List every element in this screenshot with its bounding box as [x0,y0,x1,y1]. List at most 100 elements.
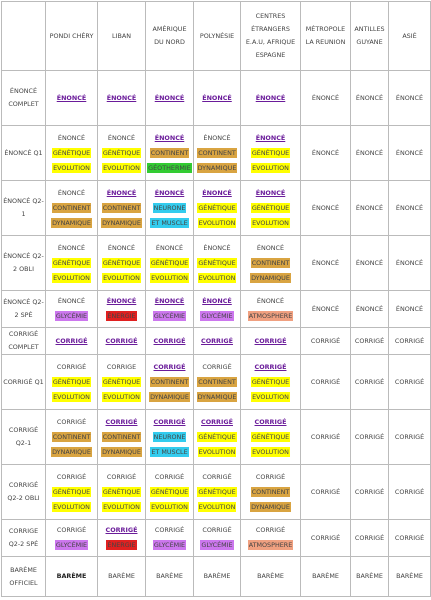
cell-line: EVOLUTION [47,500,96,515]
link[interactable]: CORRIGÉ [254,362,287,371]
table-cell: CORRIGÉ CONTINENT DYNAMIQUE [45,409,98,465]
link[interactable]: CORRIGÉ [105,336,138,345]
cell-line: CORRIGÉ [195,415,239,430]
link[interactable]: ÉNONCÉ [106,297,137,305]
table-cell: CORRIGÉ GÉNÉTIQUE EVOLUTION [193,464,241,520]
link[interactable]: CORRIGÉ [55,336,88,345]
table-cell: ÉNONCÉ [388,125,431,181]
column-header: MÉTROPOLE LA REUNION [300,1,351,71]
table-cell: CORRIGÉ [350,354,389,410]
cell-line: BARÈME [195,569,239,584]
table-cell: ÉNONCÉ [240,70,301,126]
cell-text: ÉNONCÉ [311,148,340,157]
cell-text: CORRIGÉ [354,487,385,496]
cell-line: DYNAMIQUE [147,390,192,405]
link[interactable]: CORRIGÉ [254,336,287,345]
cell-text: ÉNONCÉ [203,243,231,252]
cell-text: CORRIGÉ [106,472,137,481]
cell-text: CORRIGÉ [354,336,385,345]
link[interactable]: ÉNONCÉ [154,133,185,142]
cell-line: GÉNÉTIQUE [195,256,239,271]
link[interactable]: ÉNONCÉ [154,93,185,102]
cell-line: GÉOTHERMIE [147,161,192,176]
link[interactable]: ÉNONCÉ [106,93,137,102]
table-cell: CORRIGÉ [300,519,351,557]
link[interactable]: CORRIGÉ [254,417,287,426]
table-cell: CORRIGÉ GLYCÉMIE [145,519,194,557]
table-cell: CORRIGE GÉNÉTIQUE EVOLUTION [97,354,146,410]
table-cell: ÉNONCÉ GÉNÉTIQUE EVOLUTION [97,125,146,181]
cell-text: CORRIGÉ [310,533,341,542]
topic-tag: ÉNERGIE [106,540,137,550]
link[interactable]: ÉNONCÉ [202,297,232,305]
table-cell: ÉNONCÉ CONTINENT GÉOTHERMIE [145,125,194,181]
table-head: PONDI CHÉRY LIBAN AMÉRIQUE DU NORD POLYNÉSI… [1,1,431,71]
cell-line: DYNAMIQUE [99,216,144,231]
cell-text: CORRIGE [106,362,137,371]
cell-line: CORRIGÉ [47,360,96,375]
link[interactable]: ÉNONCÉ [255,133,286,142]
table-cell: ÉNONCÉ [300,180,351,236]
link[interactable]: ÉNONCÉ [202,93,232,102]
cell-line: GLYCÉMIE [47,538,96,553]
link[interactable]: ÉNONCÉ [202,188,232,197]
cell-line: CONTINENT [242,256,299,271]
topic-tag: EVOLUTION [197,272,237,283]
table-cell: CORRIGÉ ATMOSPHERE [240,519,301,557]
link[interactable]: CORRIGÉ [105,526,138,534]
row-header: BARÈME OFFICIEL [1,556,46,597]
link[interactable]: ÉNONCÉ [154,297,185,305]
table-cell: ÉNONCÉ GLYCÉMIE [145,290,194,328]
row-header: CORRIGÉ COMPLET [1,327,46,355]
topic-tag: EVOLUTION [52,391,91,402]
cell-text: CORRIGÉ [202,526,232,534]
table-row: CORRIGÉ Q2-1 CORRIGÉ CONTINENT DYNAMIQUE COR… [1,409,431,465]
topic-tag: DYNAMIQUE [101,217,142,228]
row-header: ÉNONCÉ Q2-2 OBLI [1,235,46,291]
cell-line: CORRIGÉ [352,485,387,500]
topic-tag: DYNAMIQUE [149,391,190,402]
cell-line: GÉNÉTIQUE [47,375,96,390]
cell-line: ÉNONCÉ [99,131,144,146]
cell-text: BARÈME [56,572,87,580]
cell-line: BARÈME [147,569,192,584]
link[interactable]: CORRIGÉ [153,336,186,345]
cell-line: CORRIGÉ [147,415,192,430]
topic-tag: CONTINENT [51,202,92,213]
link[interactable]: CORRIGÉ [153,417,186,426]
topic-tag: DYNAMIQUE [196,391,238,402]
link[interactable]: CORRIGÉ [201,336,233,345]
link[interactable]: ÉNONCÉ [255,93,286,102]
cell-line: CORRIGE [99,360,144,375]
table-cell: ÉNONCÉ [388,235,431,291]
cell-line: CORRIGÉ [47,415,96,430]
table-cell: CORRIGÉ GLYCÉMIE [193,519,241,557]
table-cell: CORRIGÉ [240,327,301,355]
table-cell: CORRIGÉ GÉNÉTIQUE EVOLUTION [145,464,194,520]
table-cell: CORRIGÉ [388,354,431,410]
cell-line: ÉNONCÉ [195,186,239,201]
cell-line: EVOLUTION [195,500,239,515]
cell-line: ÉNONCÉ [195,91,239,106]
cell-text: ÉNONCÉ [355,148,384,157]
link[interactable]: ÉNONCÉ [106,188,137,197]
topic-tag: EVOLUTION [197,446,237,457]
link[interactable]: ÉNONCÉ [154,188,185,197]
column-header: POLYNÉSIE [193,1,241,71]
cell-line: GÉNÉTIQUE [195,485,239,500]
cell-text: ÉNONCÉ [395,203,424,212]
link[interactable]: CORRIGÉ [153,362,186,371]
link[interactable]: CORRIGÉ [105,417,138,426]
link[interactable]: ÉNONCÉ [56,93,87,102]
cell-line: BARÈME [99,569,144,584]
link[interactable]: CORRIGÉ [201,417,233,426]
cell-line: CONTINENT [47,201,96,216]
cell-line: ÉNONCÉ [47,91,96,106]
table-cell: CORRIGÉ NEURONE ET MUSCLE [145,409,194,465]
cell-text: CORRIGÉ [255,472,286,481]
cell-line: CONTINENT [99,430,144,445]
topic-tag: DYNAMIQUE [250,272,291,283]
topic-tag: GÉNÉTIQUE [101,147,142,158]
link[interactable]: ÉNONCÉ [255,188,286,197]
cell-line: CORRIGÉ [147,334,192,349]
